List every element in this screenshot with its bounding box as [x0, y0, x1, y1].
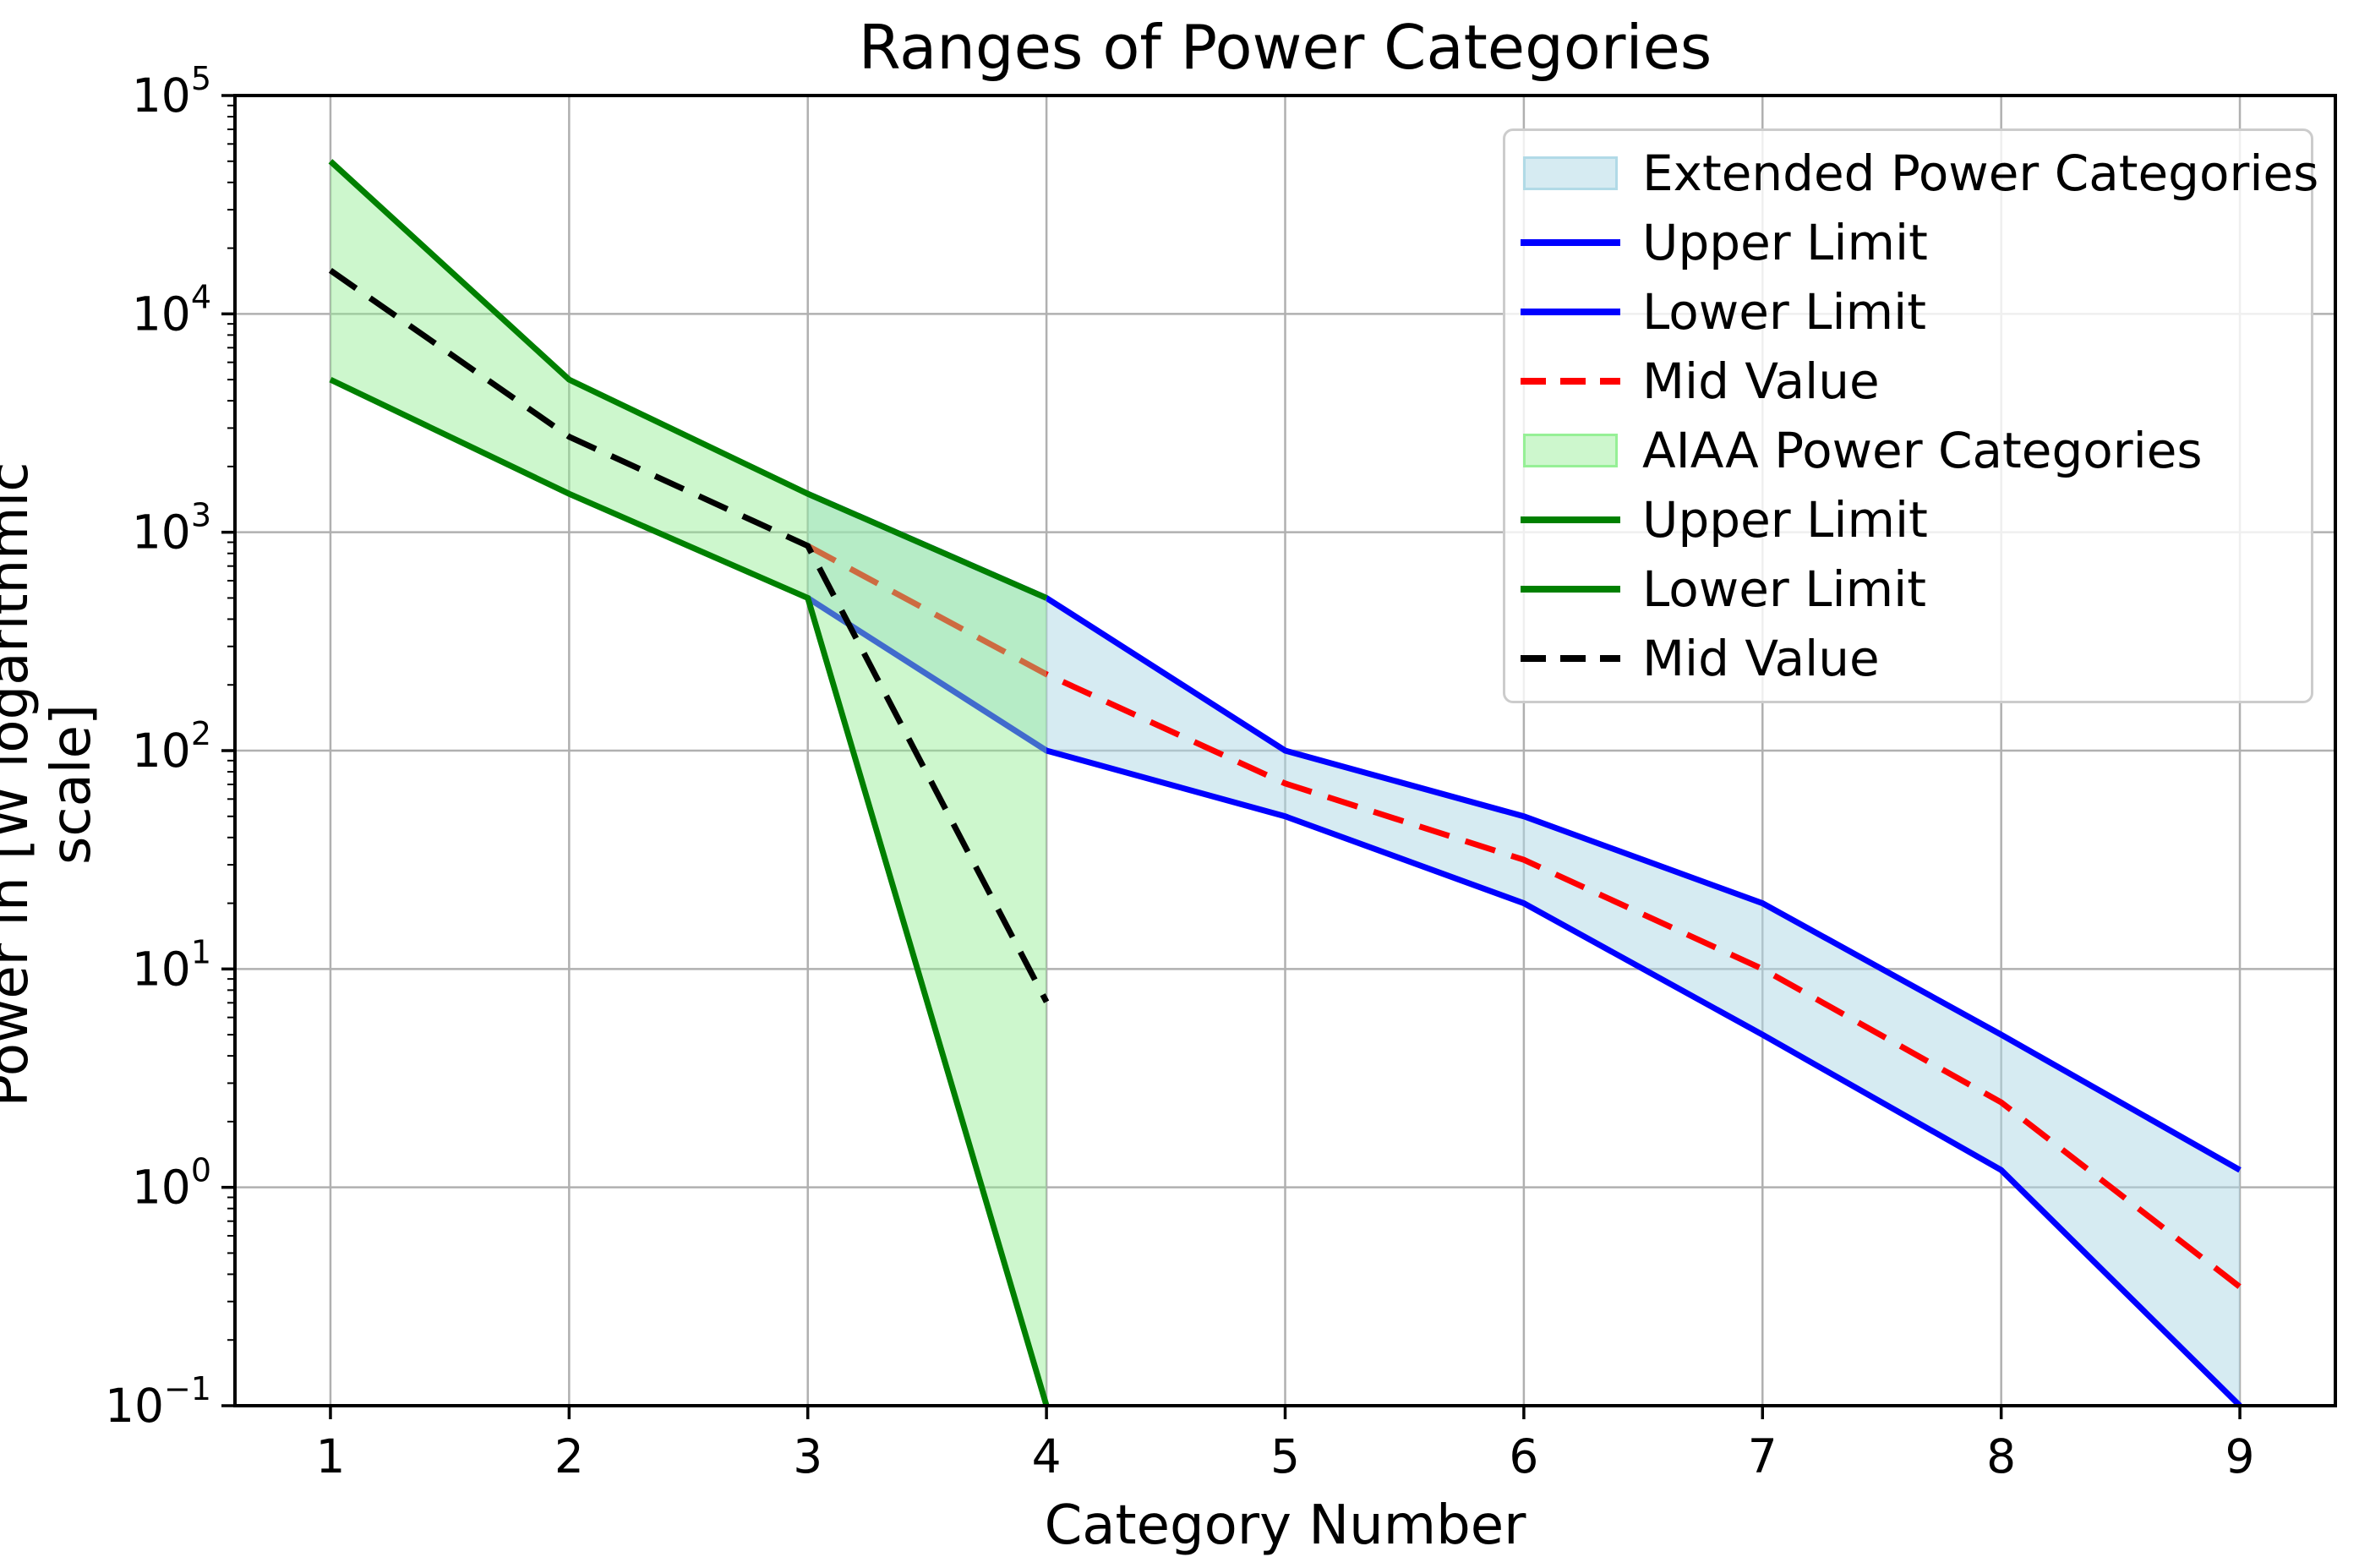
- legend-dashed-line-swatch: [1521, 655, 1620, 662]
- legend-swatch-shape: [1523, 156, 1618, 190]
- legend-swatch-shape: [1521, 586, 1620, 593]
- legend-swatch-shape: [1521, 655, 1620, 662]
- y-tick-label: 104: [132, 278, 211, 341]
- legend-item-label: Upper Limit: [1642, 214, 1928, 271]
- x-tick-label: 9: [2225, 1429, 2255, 1483]
- chart-title: Ranges of Power Categories: [858, 12, 1712, 83]
- legend-line-swatch: [1521, 309, 1620, 315]
- legend-swatch-shape: [1521, 239, 1620, 246]
- series-mid-value-aiaa-: [328, 268, 1050, 1003]
- legend: Extended Power Categories Upper Limit Lowe…: [1503, 128, 2318, 703]
- legend-swatch-shape: [1521, 516, 1620, 523]
- legend-swatch-shape: [1521, 378, 1620, 385]
- band-aiaa: [330, 161, 1047, 1406]
- y-tick-label: 100: [132, 1152, 211, 1215]
- legend-item-label: Mid Value: [1642, 630, 1880, 687]
- y-axis-label: Power in [W logarithmic scale]: [0, 462, 103, 1107]
- legend-swatch-shape: [1523, 434, 1618, 467]
- legend-item-label: AIAA Power Categories: [1642, 422, 2203, 479]
- y-tick-label: 102: [132, 715, 211, 778]
- legend-item-7: Mid Value: [1521, 625, 2311, 692]
- legend-swatch-shape: [1521, 309, 1620, 315]
- legend-patch-swatch: [1521, 434, 1620, 467]
- y-tick-label: 101: [132, 933, 211, 996]
- x-tick-label: 1: [315, 1429, 345, 1483]
- x-tick-label: 2: [554, 1429, 584, 1483]
- x-tick-label: 3: [793, 1429, 822, 1483]
- y-tick-label: 10−1: [105, 1370, 211, 1433]
- x-tick-label: 5: [1270, 1429, 1300, 1483]
- legend-item-3: Mid Value: [1521, 347, 2311, 415]
- x-tick-label: 8: [1986, 1429, 2016, 1483]
- y-tick-label: 105: [132, 60, 211, 123]
- legend-item-label: Lower Limit: [1642, 560, 1926, 618]
- x-axis-label: Category Number: [1044, 1494, 1526, 1557]
- legend-item-label: Upper Limit: [1642, 491, 1928, 549]
- legend-dashed-line-swatch: [1521, 378, 1620, 385]
- legend-item-label: Extended Power Categories: [1642, 145, 2319, 202]
- legend-item-label: Mid Value: [1642, 352, 1880, 410]
- legend-item-0: Extended Power Categories: [1521, 139, 2318, 207]
- legend-line-swatch: [1521, 586, 1620, 593]
- x-tick-label: 6: [1509, 1429, 1538, 1483]
- legend-item-1: Upper Limit: [1521, 209, 2311, 276]
- legend-item-6: Lower Limit: [1521, 555, 2311, 623]
- series-lower-limit-aiaa-: [329, 376, 1050, 1407]
- legend-item-2: Lower Limit: [1521, 278, 2311, 346]
- series-mid-value-extended-: [806, 543, 2242, 1290]
- x-tick-label: 7: [1748, 1429, 1778, 1483]
- legend-item-label: Lower Limit: [1642, 283, 1926, 341]
- legend-item-5: Upper Limit: [1521, 486, 2311, 554]
- legend-item-4: AIAA Power Categories: [1521, 417, 2311, 484]
- series-upper-limit-aiaa-: [328, 159, 1048, 601]
- series-lower-limit-extended-: [805, 595, 2242, 1408]
- x-tick-label: 4: [1032, 1429, 1062, 1483]
- y-tick-label: 103: [132, 497, 211, 560]
- legend-line-swatch: [1521, 516, 1620, 523]
- band-extended: [807, 494, 2241, 1406]
- legend-patch-swatch: [1521, 156, 1620, 190]
- legend-line-swatch: [1521, 239, 1620, 246]
